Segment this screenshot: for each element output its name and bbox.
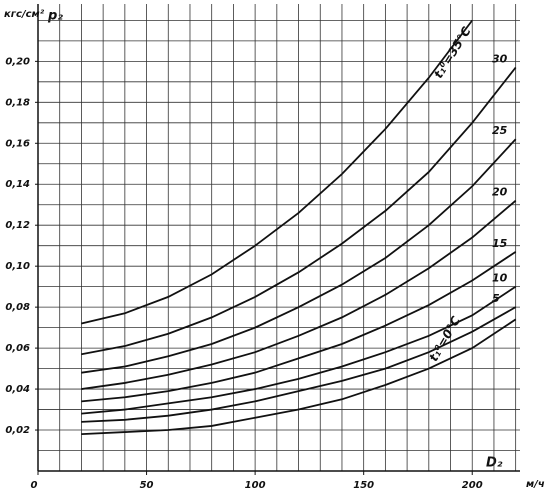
series-line (81, 251, 517, 403)
curve-label: 10 (492, 272, 508, 285)
x-unit-label: м/ч (526, 479, 545, 490)
curve-label: 30 (492, 52, 508, 65)
y-tick-label: 0,16 (5, 138, 30, 149)
y-tick-label: 0,20 (5, 56, 30, 67)
series-line (81, 318, 517, 436)
series-line (81, 66, 517, 356)
x-tick-label: 150 (353, 480, 374, 491)
y-tick-label: 0,06 (5, 343, 30, 354)
x-tick-label: 0 (31, 480, 38, 491)
series-line (81, 306, 517, 423)
curve-label: 25 (492, 124, 508, 137)
y-axis-label: p₂ (47, 9, 63, 24)
y-tick-label: 0,12 (5, 220, 30, 231)
x-tick-label: 100 (245, 480, 266, 491)
curve-label: 20 (492, 186, 508, 199)
x-axis-label: D₂ (486, 456, 503, 471)
y-tick-label: 0,18 (5, 97, 30, 108)
y-unit-label: кгс/см² (4, 9, 45, 20)
series-line (81, 19, 473, 325)
y-tick-label: 0,04 (5, 384, 30, 395)
x-tick-label: 200 (462, 480, 483, 491)
curve-label: 5 (492, 292, 500, 305)
y-tick-label: 0,10 (5, 261, 30, 272)
series-line (81, 138, 517, 374)
series-line (81, 285, 517, 415)
x-tick-label: 50 (140, 480, 154, 491)
y-tick-label: 0,14 (5, 179, 30, 190)
curve-label: 15 (492, 237, 508, 250)
curve-label: t₁⁰=35°C (431, 24, 474, 81)
y-tick-label: 0,02 (5, 425, 30, 436)
series-line (81, 199, 517, 390)
y-tick-label: 0,08 (5, 302, 30, 313)
